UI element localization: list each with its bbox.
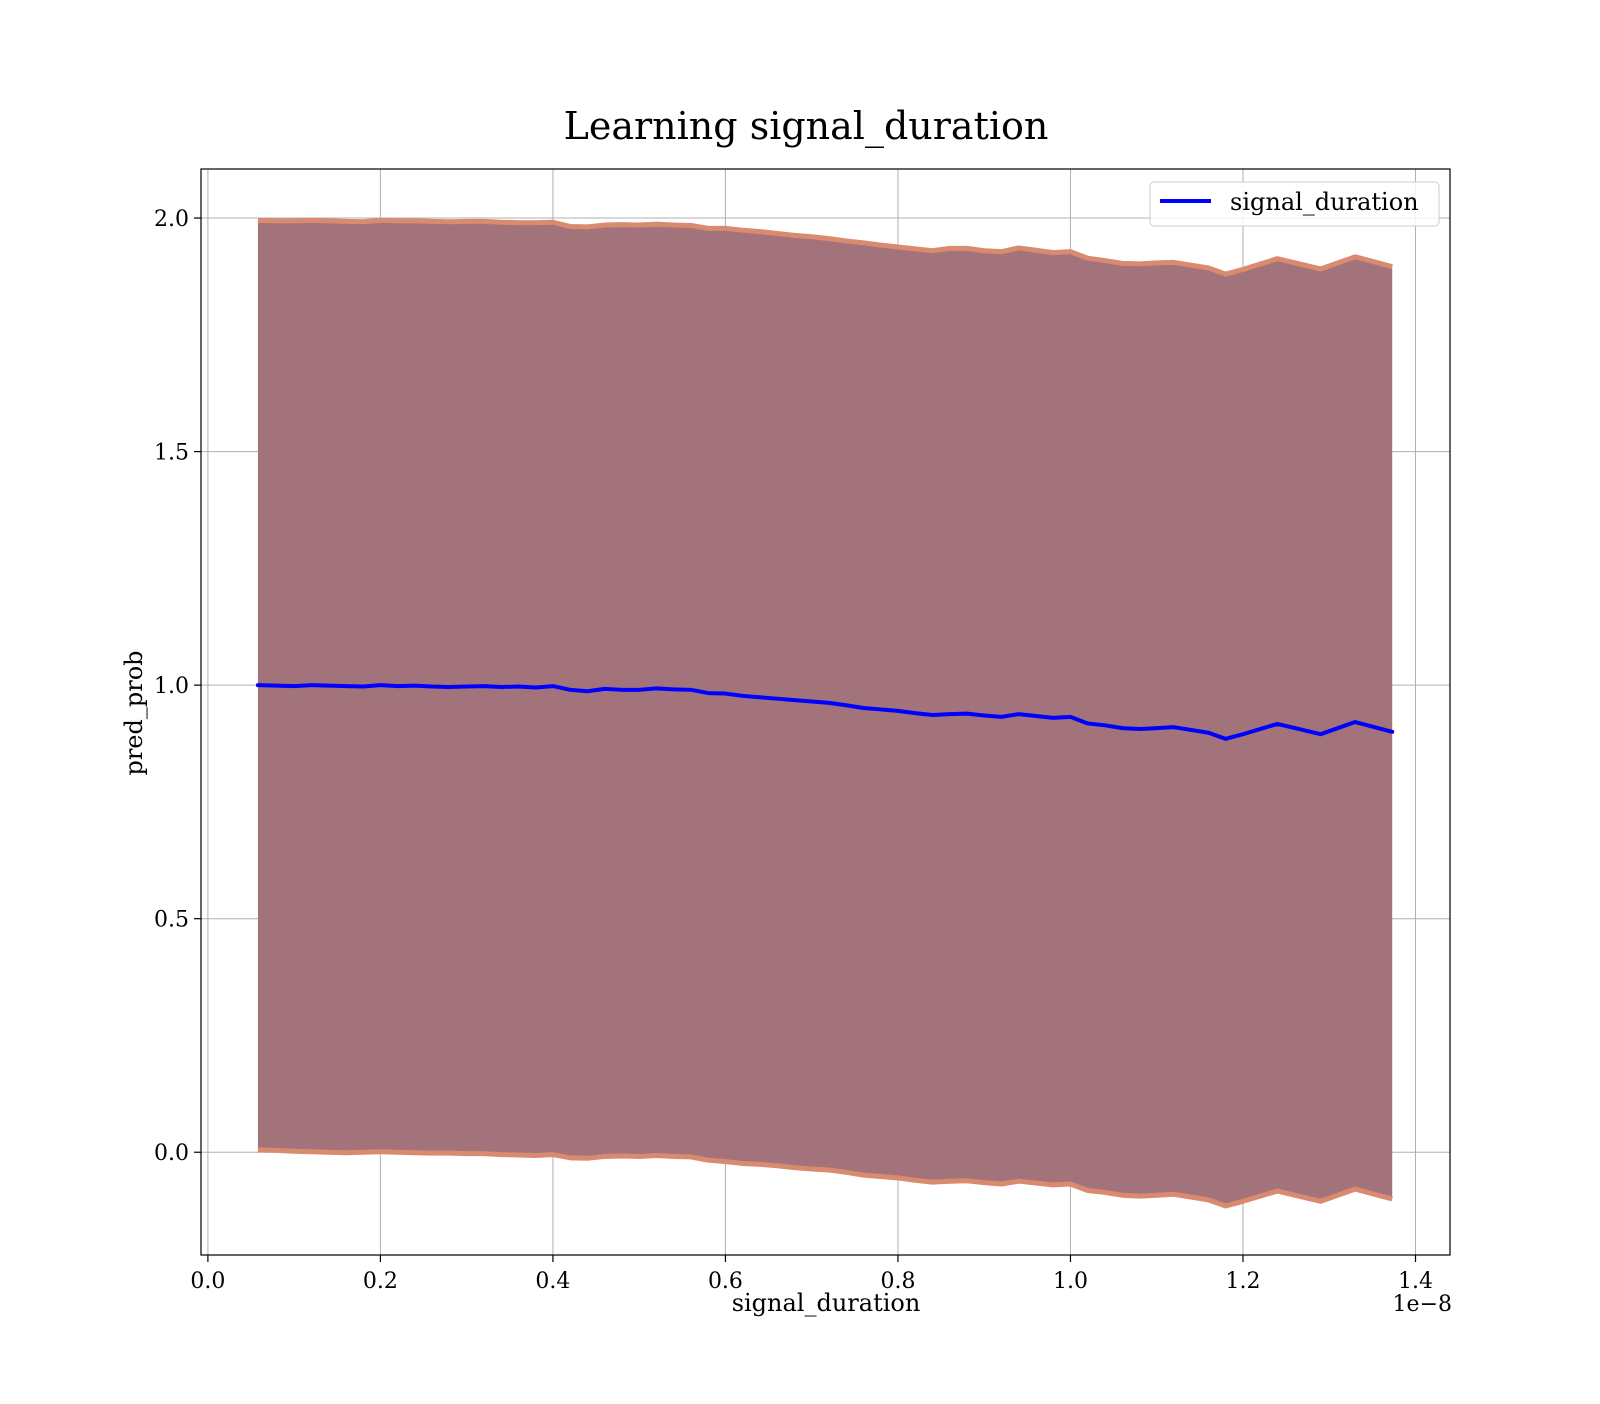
x-tick-label: 0.0 <box>190 1269 225 1294</box>
confidence-band <box>257 217 1393 1209</box>
legend: signal_duration <box>1149 181 1440 227</box>
series-line <box>255 683 1395 741</box>
y-tick-label: 2.0 <box>154 207 189 232</box>
y-tick-label: 0.5 <box>154 908 189 933</box>
legend-label: signal_duration <box>1230 188 1419 216</box>
confidence-band-fill <box>257 220 1393 1206</box>
legend-box <box>1149 181 1440 227</box>
x-axis-ticks: 0.0 0.2 0.4 0.6 0.8 1.0 1.2 1.4 <box>190 1255 1433 1294</box>
y-tick-label: 1.5 <box>154 441 189 466</box>
plot-frame <box>200 168 1451 1256</box>
chart-title: Learning signal_duration <box>564 104 1049 149</box>
x-tick-label: 0.8 <box>880 1269 915 1294</box>
band-upper-edge <box>257 217 1393 277</box>
x-tick-label: 0.2 <box>363 1269 398 1294</box>
x-tick-label: 1.4 <box>1398 1269 1433 1294</box>
x-axis-label: signal_duration <box>732 1289 921 1317</box>
y-tick-label: 0.0 <box>154 1141 189 1166</box>
series-line-group <box>255 683 1395 741</box>
x-tick-label: 0.6 <box>708 1269 743 1294</box>
x-axis-offset-label: 1e−8 <box>1393 1292 1452 1317</box>
y-tick-label: 1.0 <box>154 674 189 699</box>
band-lower-edge <box>257 1147 1393 1209</box>
x-tick-label: 1.0 <box>1053 1269 1088 1294</box>
x-tick-label: 1.2 <box>1225 1269 1260 1294</box>
x-tick-label: 0.4 <box>535 1269 570 1294</box>
y-axis-ticks: 0.0 0.5 1.0 1.5 2.0 <box>154 207 201 1166</box>
y-axis-label: pred_prob <box>120 650 148 775</box>
